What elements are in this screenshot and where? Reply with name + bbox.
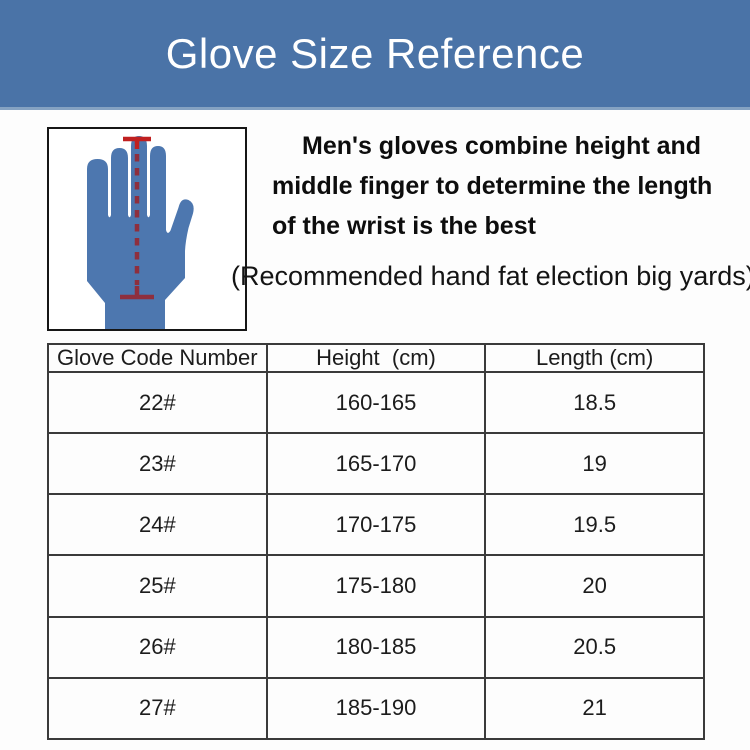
table-cell: 23# [47, 432, 268, 496]
column-header-length: Length (cm) [484, 343, 705, 373]
recommendation-note: (Recommended hand fat election big yards… [231, 261, 750, 291]
glove-hand-icon [87, 136, 194, 329]
header-banner: Glove Size Reference [0, 0, 750, 110]
table-row: 22# 160-165 18.5 [47, 370, 705, 435]
table-row: 26# 180-185 20.5 [47, 615, 705, 679]
table-cell: 25# [47, 554, 268, 618]
table-cell: 20 [484, 554, 705, 618]
glove-size-table: Glove Code Number Height (cm) Length (cm… [47, 343, 705, 741]
table-cell: 26# [47, 615, 268, 679]
intro-line-1: Men's gloves combine height and [302, 132, 702, 160]
table-cell: 19.5 [484, 493, 705, 557]
glove-silhouette [87, 136, 194, 329]
table-cell: 185-190 [265, 676, 487, 741]
table-row: 24# 170-175 19.5 [47, 493, 705, 557]
table-cell: 24# [47, 493, 268, 557]
size-table-header: Glove Code Number Height (cm) Length (cm… [47, 343, 705, 373]
column-header-code: Glove Code Number [47, 343, 268, 373]
page-title: Glove Size Reference [165, 29, 585, 77]
table-cell: 170-175 [265, 493, 487, 557]
table-cell: 18.5 [484, 370, 705, 435]
measurement-line [120, 136, 154, 300]
table-cell: 20.5 [484, 615, 705, 679]
table-row: 23# 165-170 19 [47, 432, 705, 496]
table-cell: 27# [47, 676, 268, 741]
size-table-body: 22# 160-165 18.5 23# 165-170 19 24# 170-175 19.5… [47, 370, 705, 741]
column-header-height: Height (cm) [265, 343, 487, 373]
table-row: 27# 185-190 21 [47, 676, 705, 741]
table-row: 25# 175-180 20 [47, 554, 705, 618]
intro-line-3: of the wrist is the best [272, 212, 536, 240]
table-cell: 175-180 [265, 554, 487, 618]
intro-line-2: middle finger to determine the length [272, 172, 713, 200]
table-cell: 21 [484, 676, 705, 741]
table-cell: 165-170 [265, 432, 487, 496]
hand-measurement-figure [47, 127, 247, 331]
table-cell: 22# [47, 370, 268, 435]
table-cell: 160-165 [265, 370, 487, 435]
header-row: Glove Code Number Height (cm) Length (cm… [47, 343, 705, 373]
intro-text: Men's gloves combine height and middle f… [272, 126, 742, 246]
table-cell: 180-185 [265, 615, 487, 679]
table-cell: 19 [484, 432, 705, 496]
